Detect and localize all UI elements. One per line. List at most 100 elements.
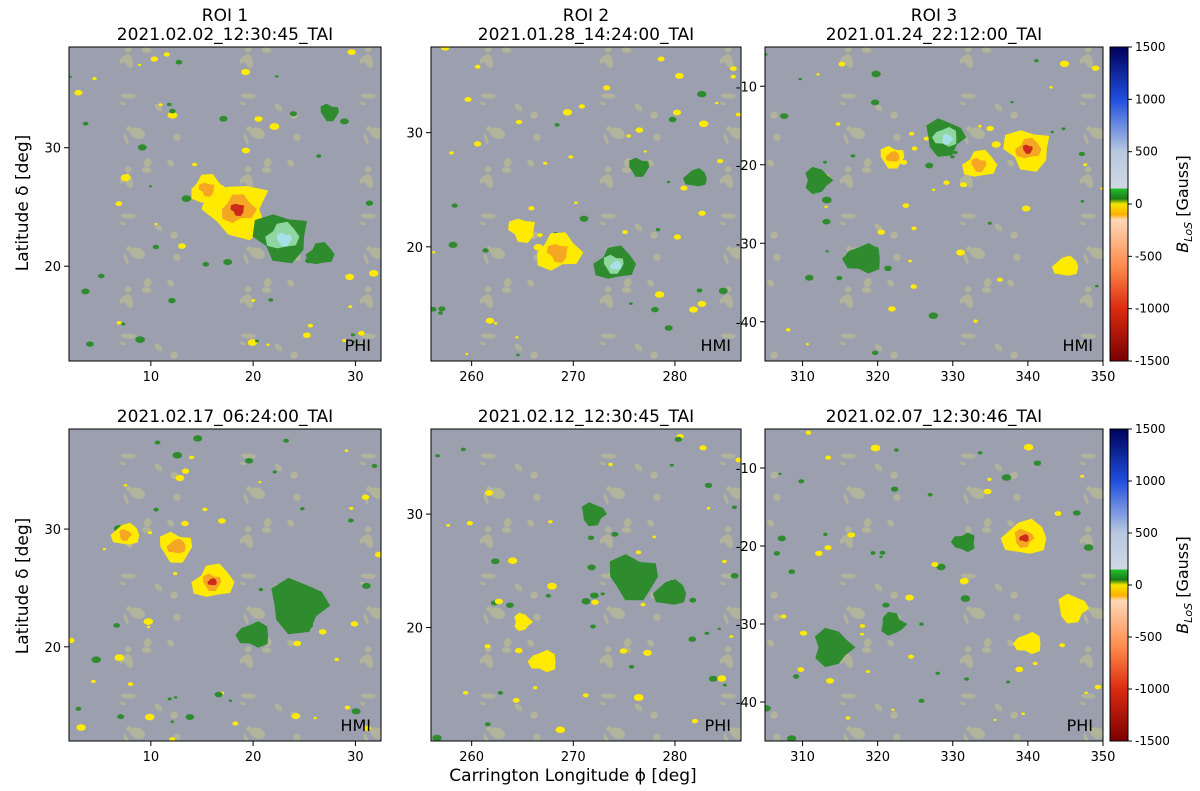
magnetogram-background (765, 429, 1103, 741)
network-element-positive (172, 451, 182, 459)
network-element-negative (266, 343, 270, 346)
network-element-positive (977, 451, 983, 455)
polarity-core (1022, 144, 1033, 154)
network-element-positive (153, 507, 159, 512)
positive-polarity-region (805, 166, 834, 195)
network-element-positive (792, 674, 800, 679)
network-element-negative (1054, 511, 1062, 516)
network-element-positive (823, 532, 828, 537)
network-element-negative (983, 488, 992, 495)
network-element-positive (718, 287, 728, 295)
network-element-negative (973, 319, 978, 323)
x-tick-label: 310 (790, 370, 815, 385)
x-tick-label: 330 (940, 750, 965, 765)
network-element-negative (555, 726, 566, 734)
x-tick-label: 330 (940, 370, 965, 385)
polarity-outer (950, 532, 975, 553)
x-tick-label: 20 (245, 370, 262, 385)
network-element-positive (780, 113, 789, 119)
network-element-positive (219, 115, 228, 122)
network-element-negative (547, 582, 557, 590)
y-tick-label: 30 (406, 127, 423, 142)
network-element-positive (1072, 510, 1081, 516)
roi-title: ROI 3 (911, 6, 957, 26)
polarity-mid (166, 538, 186, 554)
network-element-negative (91, 679, 96, 684)
network-element-positive (805, 274, 814, 281)
network-element-positive (696, 288, 703, 293)
network-element-negative (911, 146, 918, 151)
network-element-negative (635, 550, 642, 555)
network-element-negative (313, 716, 317, 720)
network-element-positive (506, 602, 514, 608)
network-element-negative (514, 647, 523, 654)
network-element-negative (652, 535, 657, 539)
negative-polarity-region (1000, 518, 1047, 554)
magnetogram-background (431, 429, 741, 741)
network-element-negative (987, 477, 992, 481)
x-tick-label: 280 (663, 750, 688, 765)
colorbar-tick-label: 500 (1135, 526, 1158, 540)
network-element-negative (181, 468, 190, 474)
network-element-negative (888, 306, 896, 312)
negative-polarity-region (508, 218, 535, 243)
observation-time-title: 2021.01.28_14:24:00_TAI (478, 25, 694, 45)
negative-polarity-region (880, 145, 905, 169)
network-element-negative (344, 449, 349, 453)
network-element-negative (291, 713, 301, 720)
network-element-positive (960, 595, 971, 602)
panel-4: 10 20 30 20 30 2021.02.17_06:24:00_TAI HMI (44, 407, 382, 765)
y-tick-label: -10 (736, 80, 757, 95)
negative-polarity-region (1013, 631, 1041, 655)
negative-polarity-region (962, 149, 998, 177)
x-tick-label: 20 (245, 750, 262, 765)
network-element-negative (446, 523, 451, 527)
network-element-positive (927, 492, 933, 497)
network-element-negative (345, 273, 355, 281)
polarity-outer (235, 621, 268, 648)
network-element-negative (218, 518, 226, 524)
network-element-negative (845, 716, 851, 720)
network-element-negative (825, 455, 832, 460)
network-element-positive (1061, 127, 1066, 131)
network-element-negative (189, 455, 195, 460)
network-element-positive (167, 697, 172, 701)
network-element-negative (145, 713, 155, 721)
network-element-positive (185, 714, 195, 720)
polarity-core (1018, 534, 1029, 542)
network-element-negative (824, 205, 828, 208)
network-element-negative (826, 678, 834, 684)
instrument-label: HMI (340, 716, 371, 735)
network-element-positive (590, 592, 599, 599)
colorbar-gradient (1109, 428, 1129, 742)
polarity-mid (971, 157, 987, 173)
network-element-positive (788, 569, 796, 574)
network-element-positive (491, 558, 500, 565)
network-element-negative (582, 693, 589, 698)
network-element-negative (137, 63, 142, 67)
network-element-negative (673, 234, 682, 240)
network-element-negative (363, 725, 372, 732)
y-tick-label: -40 (736, 696, 757, 711)
negative-polarity-region (191, 563, 235, 597)
colorbar-tick-label: 1000 (1135, 92, 1166, 106)
network-element-positive (193, 435, 203, 442)
network-element-negative (986, 125, 994, 132)
polarity-outer (508, 218, 535, 243)
magnetogram-background (765, 47, 1103, 361)
network-element-positive (170, 720, 174, 723)
network-element-positive (628, 664, 635, 669)
network-element-negative (102, 548, 107, 551)
network-element-negative (1015, 666, 1024, 673)
network-element-negative (293, 640, 302, 647)
network-element-positive (600, 592, 605, 596)
network-element-positive (268, 298, 274, 302)
network-element-negative (717, 675, 727, 682)
network-element-positive (708, 675, 718, 682)
network-element-positive (168, 297, 176, 304)
network-element-negative (835, 122, 841, 126)
network-element-negative (847, 532, 856, 538)
network-element-positive (688, 636, 697, 642)
magnetogram-features (69, 49, 379, 347)
network-element-negative (780, 614, 787, 619)
